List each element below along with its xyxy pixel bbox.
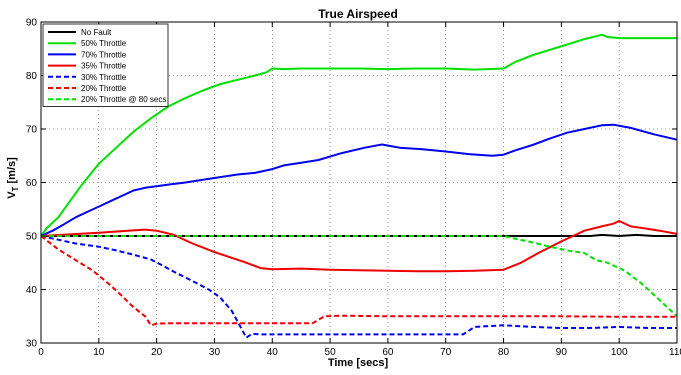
y-tick-label: 30 [26,339,38,350]
series-line-4 [40,220,678,273]
series-line-2 [40,33,677,237]
legend-label-1: No Fault [81,28,112,37]
x-tick-label: 0 [38,347,44,358]
y-axis-label-unit: [m/s] [6,157,18,187]
x-tick-label: 30 [209,347,221,358]
x-tick-label: 110 [669,347,681,358]
x-tick-label: 60 [382,347,394,358]
x-tick-label: 50 [325,347,337,358]
x-tick-label: 20 [151,347,163,358]
x-tick-label: 100 [611,347,628,358]
svg-text:VT [m/s]: VT [m/s] [6,157,20,199]
y-tick-label: 60 [26,178,38,189]
y-tick-label: 50 [26,232,38,243]
y-tick-label: 80 [26,71,38,82]
chart-title: True Airspeed [318,7,398,21]
legend-label-5: 30% Throttle [81,73,127,82]
y-tick-label: 90 [26,18,38,29]
series-line-6 [40,235,677,327]
x-tick-label: 90 [556,347,568,358]
y-axis-label-subscript: T [11,186,20,191]
x-tick-label: 80 [498,347,510,358]
x-tick-label: 10 [93,347,105,358]
x-tick-label: 40 [267,347,279,358]
x-tick-label: 70 [440,347,452,358]
legend-label-7: 20% Throttle @ 80 secs [81,95,166,104]
legend-label-6: 20% Throttle [81,84,127,93]
y-tick-label: 70 [26,125,38,136]
legend-label-2: 50% Throttle [81,39,127,48]
y-tick-label: 40 [26,285,38,296]
legend-label-3: 70% Throttle [81,50,127,59]
series-line-7 [41,235,678,318]
series-line-1 [41,233,677,237]
y-axis-label: VT [m/s] [6,157,20,199]
series-line-3 [40,123,678,237]
x-axis-label: Time [secs] [328,357,389,369]
series-line-5 [40,235,677,339]
legend-label-4: 35% Throttle [81,62,127,71]
y-axis-label-main: V [6,191,18,199]
plot-area: 0 10 20 30 40 50 60 70 80 90 100 110 30 40 50 60 70 80 90 N… [26,18,681,359]
